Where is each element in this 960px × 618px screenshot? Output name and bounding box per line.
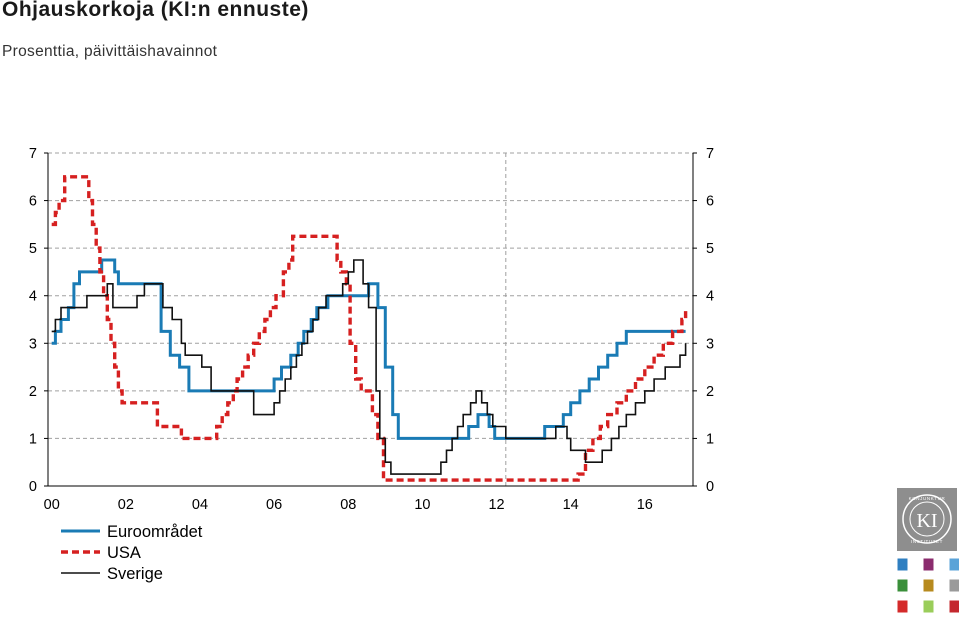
x-tick-04: 04	[192, 497, 208, 513]
y-tick-right-3: 3	[706, 336, 714, 352]
y-tick-right-0: 0	[706, 479, 714, 495]
swatch-9	[949, 600, 959, 613]
svg-text:KI: KI	[916, 510, 937, 532]
svg-text:KONJUNKTUR: KONJUNKTUR	[909, 496, 946, 501]
x-tick-12: 12	[488, 497, 504, 513]
axes	[44, 152, 697, 487]
y-tick-right-7: 7	[706, 146, 714, 162]
chart-title: Ohjauskorkoja (KI:n ennuste)	[2, 0, 309, 21]
y-tick-left-0: 0	[29, 479, 37, 495]
swatch-8	[923, 600, 934, 613]
x-tick-14: 14	[563, 497, 579, 513]
x-tick-00: 00	[44, 497, 60, 513]
color-swatches	[897, 558, 959, 613]
x-tick-02: 02	[118, 497, 134, 513]
y-tick-right-2: 2	[706, 384, 714, 400]
x-tick-10: 10	[414, 497, 430, 513]
series-line-usa	[51, 175, 688, 482]
swatch-6	[949, 579, 959, 592]
legend-label-usa: USA	[107, 544, 141, 562]
y-tick-left-2: 2	[29, 384, 37, 400]
y-tick-left-1: 1	[29, 431, 37, 447]
y-tick-right-4: 4	[706, 289, 714, 305]
series-lines	[51, 175, 688, 482]
y-tick-left-7: 7	[29, 146, 37, 162]
swatch-7	[897, 600, 908, 613]
swatch-2	[923, 558, 934, 571]
y-tick-right-5: 5	[706, 241, 714, 257]
y-tick-right-1: 1	[706, 431, 714, 447]
swatch-1	[897, 558, 908, 571]
x-tick-06: 06	[266, 497, 282, 513]
y-tick-right-6: 6	[706, 194, 714, 210]
grid-lines	[48, 152, 693, 486]
swatch-5	[923, 579, 934, 592]
swatch-3	[949, 558, 959, 571]
y-tick-left-4: 4	[29, 289, 37, 305]
chart-subtitle: Prosenttia, päivittäishavainnot	[2, 43, 218, 60]
series-line-sweden	[51, 259, 687, 475]
svg-text:INSTITUTET: INSTITUTET	[911, 539, 943, 544]
legend-label-sweden: Sverige	[107, 565, 163, 583]
y-tick-left-3: 3	[29, 336, 37, 352]
x-tick-16: 16	[637, 497, 653, 513]
ki-logo: KI KONJUNKTUR INSTITUTET	[897, 488, 957, 551]
legend-label-euro: Euroområdet	[107, 523, 203, 541]
y-tick-left-5: 5	[29, 241, 37, 257]
y-tick-left-6: 6	[29, 194, 37, 210]
x-tick-08: 08	[340, 497, 356, 513]
legend: Euroområdet USA Sverige	[61, 523, 203, 583]
tick-labels: 0 01 12 23 34 45 56 67 700 02 04 06 08 10 12 14 16	[29, 146, 714, 513]
swatch-4	[897, 579, 908, 592]
